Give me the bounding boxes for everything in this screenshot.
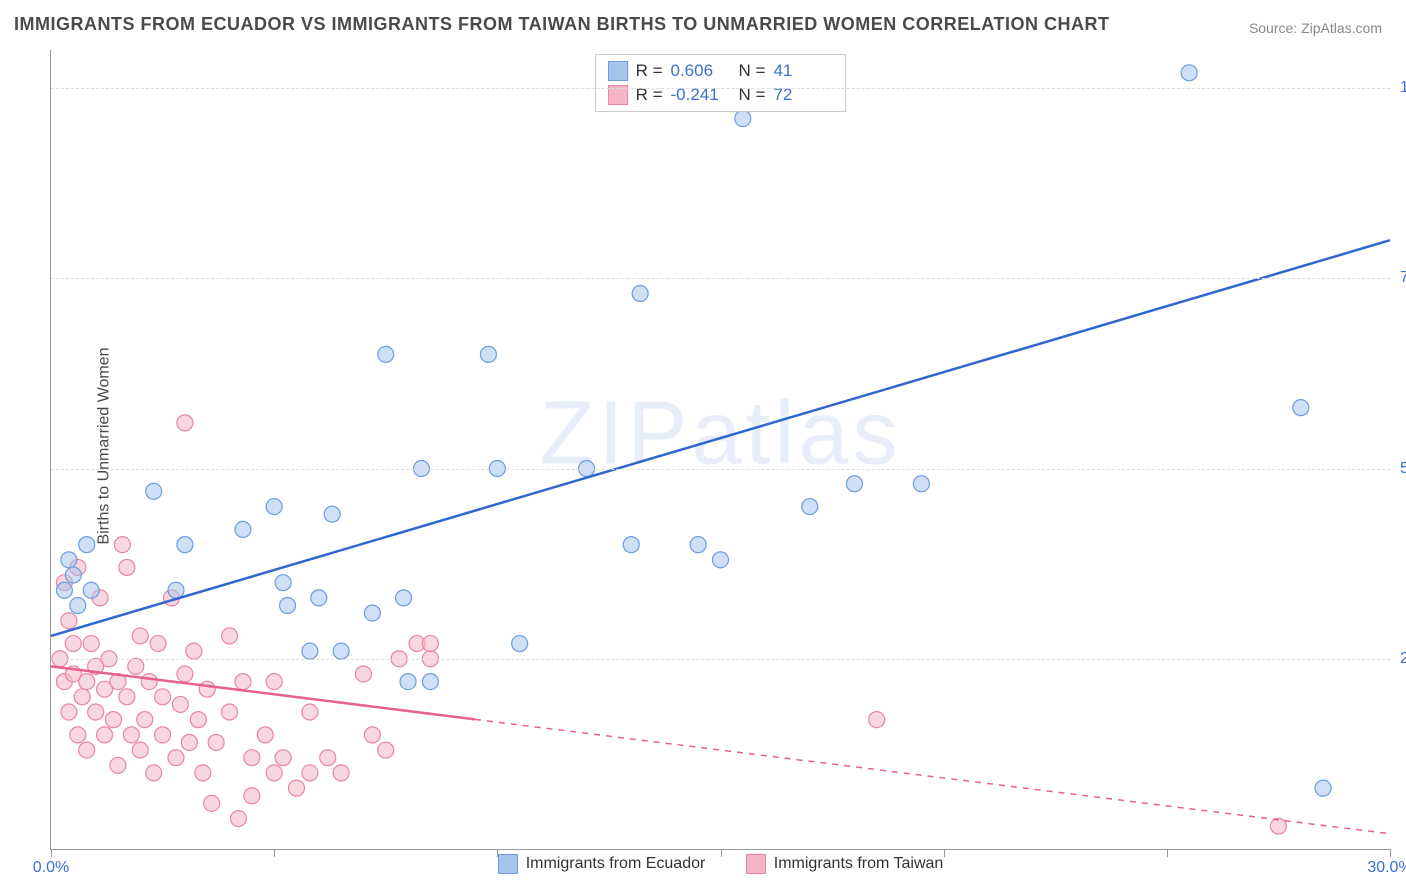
chart-title: IMMIGRANTS FROM ECUADOR VS IMMIGRANTS FR… <box>14 14 1109 35</box>
legend-row-taiwan: R = -0.241 N = 72 <box>608 83 834 107</box>
gridline <box>51 659 1390 660</box>
gridline <box>51 278 1390 279</box>
y-tick-label: 100.0% <box>1392 79 1406 97</box>
n-label: N = <box>739 83 766 107</box>
correlation-legend: R = 0.606 N = 41 R = -0.241 N = 72 <box>595 54 847 112</box>
n-value-taiwan: 72 <box>773 83 833 107</box>
legend-label-taiwan: Immigrants from Taiwan <box>774 855 944 873</box>
x-tick-label: 0.0% <box>33 859 69 877</box>
y-tick-label: 50.0% <box>1392 460 1406 478</box>
swatch-ecuador <box>608 61 628 81</box>
swatch-ecuador <box>498 854 518 874</box>
n-value-ecuador: 41 <box>773 59 833 83</box>
chart-canvas <box>51 50 1390 849</box>
x-tick <box>497 849 498 857</box>
r-label: R = <box>636 83 663 107</box>
series-legend: Immigrants from Ecuador Immigrants from … <box>51 854 1390 879</box>
n-label: N = <box>739 59 766 83</box>
y-tick-label: 75.0% <box>1392 269 1406 287</box>
x-tick <box>51 849 52 857</box>
swatch-taiwan <box>746 854 766 874</box>
x-tick <box>944 849 945 857</box>
x-tick <box>1167 849 1168 857</box>
legend-label-ecuador: Immigrants from Ecuador <box>526 855 706 873</box>
y-tick-label: 25.0% <box>1392 650 1406 668</box>
gridline <box>51 88 1390 89</box>
gridline <box>51 469 1390 470</box>
legend-item-taiwan: Immigrants from Taiwan <box>746 854 944 874</box>
legend-row-ecuador: R = 0.606 N = 41 <box>608 59 834 83</box>
plot-area: ZIPatlas R = 0.606 N = 41 R = -0.241 N =… <box>50 50 1390 850</box>
x-tick <box>721 849 722 857</box>
r-value-taiwan: -0.241 <box>671 83 731 107</box>
x-tick <box>274 849 275 857</box>
r-value-ecuador: 0.606 <box>671 59 731 83</box>
legend-item-ecuador: Immigrants from Ecuador <box>498 854 706 874</box>
x-tick-label: 30.0% <box>1367 859 1406 877</box>
source-label: Source: ZipAtlas.com <box>1249 20 1382 36</box>
x-tick <box>1390 849 1391 857</box>
r-label: R = <box>636 59 663 83</box>
